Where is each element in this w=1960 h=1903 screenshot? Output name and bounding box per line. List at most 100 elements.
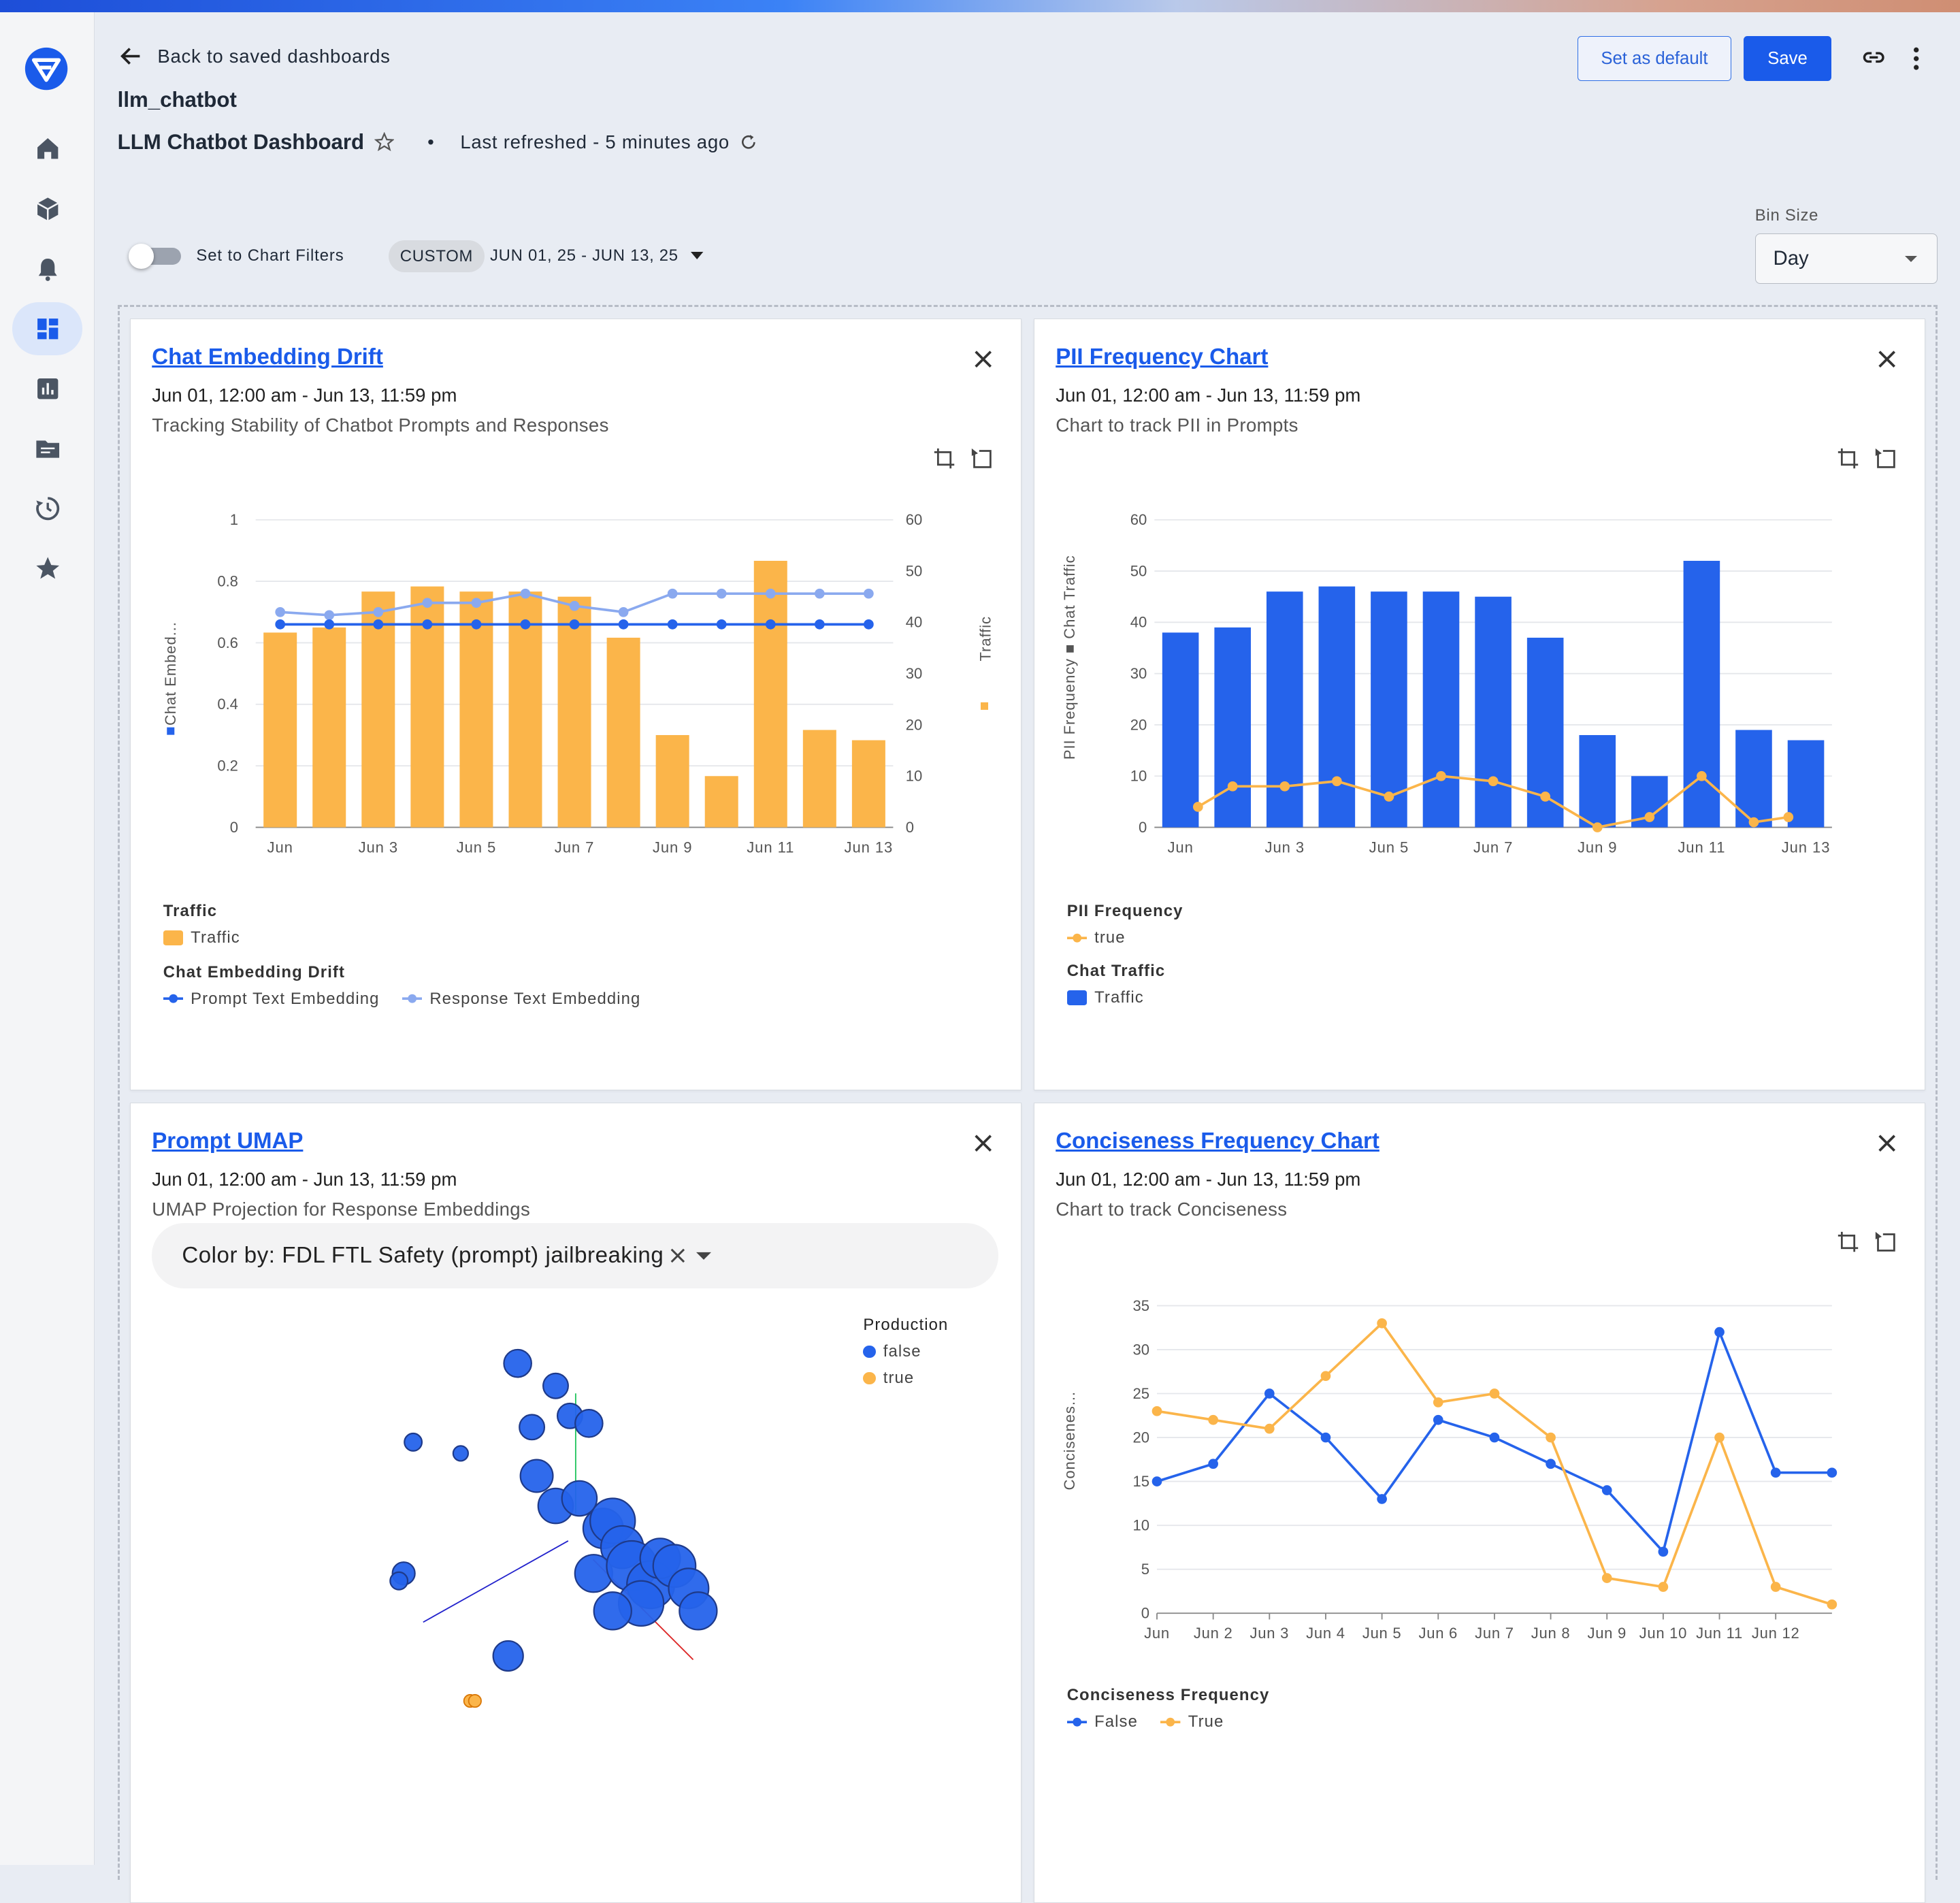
app-logo-icon[interactable] bbox=[24, 46, 69, 91]
series-point bbox=[520, 588, 531, 599]
chevron-down-icon[interactable] bbox=[696, 1251, 712, 1261]
scatter-point-false bbox=[574, 1408, 604, 1438]
bin-size-select[interactable]: Day bbox=[1754, 233, 1938, 284]
series-point bbox=[716, 619, 727, 630]
series-point-true bbox=[1540, 791, 1550, 802]
set-as-default-button[interactable]: Set as default bbox=[1577, 36, 1731, 82]
card-date: Jun 01, 12:00 am - Jun 13, 11:59 pm bbox=[1056, 1168, 1361, 1190]
crop-zoom-icon[interactable] bbox=[933, 447, 956, 470]
sidebar-item-dashboards[interactable] bbox=[12, 302, 83, 355]
bar-traffic bbox=[851, 740, 885, 828]
series-point bbox=[275, 606, 286, 617]
legend-item-true[interactable]: True bbox=[1160, 1712, 1224, 1731]
y-tick-label-left: 0.8 bbox=[217, 572, 238, 589]
series-point bbox=[1489, 1388, 1500, 1399]
color-by-value: Color by: FDL FTL Safety (prompt) jailbr… bbox=[182, 1243, 664, 1269]
x-tick-label: Jun 3 bbox=[1250, 1625, 1289, 1642]
series-point bbox=[1152, 1406, 1162, 1416]
legend-item-true[interactable]: true bbox=[863, 1369, 948, 1388]
color-by-select[interactable]: Color by: FDL FTL Safety (prompt) jailbr… bbox=[152, 1223, 998, 1288]
series-point bbox=[1264, 1388, 1275, 1399]
chart-filters-toggle[interactable] bbox=[129, 244, 182, 269]
chart-tools bbox=[1837, 1231, 1897, 1253]
scatter-point-false bbox=[519, 1414, 546, 1441]
more-vertical-icon[interactable] bbox=[1906, 45, 1926, 72]
card-title[interactable]: Chat Embedding Drift bbox=[152, 344, 383, 370]
legend-title: Chat Embedding Drift bbox=[163, 962, 346, 981]
close-icon[interactable] bbox=[1877, 1133, 1897, 1153]
card-title[interactable]: Conciseness Frequency Chart bbox=[1056, 1128, 1379, 1154]
bar-traffic bbox=[606, 637, 640, 828]
series-point bbox=[765, 588, 776, 599]
card-description: UMAP Projection for Response Embeddings bbox=[152, 1198, 531, 1220]
card-title[interactable]: PII Frequency Chart bbox=[1056, 344, 1269, 370]
legend-item-false[interactable]: false bbox=[863, 1342, 948, 1361]
star-outline-icon[interactable] bbox=[374, 132, 395, 152]
legend-item-false[interactable]: False bbox=[1066, 1712, 1138, 1731]
folder-icon bbox=[35, 440, 59, 458]
legend-dot bbox=[863, 1346, 876, 1359]
back-link[interactable]: Back to saved dashboards bbox=[120, 45, 390, 67]
sidebar-item-favorites[interactable] bbox=[12, 542, 82, 595]
date-range-picker[interactable]: JUN 01, 25 - JUN 13, 25 bbox=[490, 246, 704, 265]
series-point bbox=[1377, 1318, 1387, 1329]
legend-title: Traffic bbox=[163, 902, 218, 921]
x-tick-label: Jun 10 bbox=[1639, 1625, 1688, 1642]
series-point-true bbox=[1279, 781, 1290, 792]
legend-item-response[interactable]: Response Text Embedding bbox=[402, 990, 640, 1009]
y-tick-label-left: 0.4 bbox=[217, 696, 238, 713]
crop-zoom-icon[interactable] bbox=[1837, 447, 1859, 470]
card-pii-frequency: PII Frequency Chart Jun 01, 12:00 am - J… bbox=[1033, 319, 1925, 1090]
sidebar-item-charts[interactable] bbox=[12, 363, 82, 415]
link-icon[interactable] bbox=[1860, 45, 1887, 70]
history-icon bbox=[35, 497, 59, 521]
y-axis-label-swatch bbox=[980, 702, 989, 710]
y-tick-label: 30 bbox=[1132, 1341, 1149, 1358]
close-icon[interactable] bbox=[973, 349, 993, 369]
reset-zoom-icon[interactable] bbox=[970, 447, 993, 470]
legend-item-traffic[interactable]: Traffic bbox=[1066, 988, 1144, 1007]
x-tick-label: Jun bbox=[267, 839, 293, 856]
save-button[interactable]: Save bbox=[1744, 36, 1831, 82]
bar-traffic bbox=[802, 729, 836, 828]
y-axis-label-swatch bbox=[167, 727, 175, 735]
close-icon[interactable] bbox=[1877, 349, 1897, 369]
x-tick-label: Jun 7 bbox=[1473, 839, 1514, 856]
sidebar-item-models[interactable] bbox=[12, 182, 82, 235]
refresh-icon[interactable] bbox=[740, 133, 757, 151]
page-title: LLM Chatbot Dashboard bbox=[118, 130, 395, 154]
bar-traffic bbox=[1266, 591, 1303, 828]
series-point bbox=[1770, 1467, 1781, 1478]
sidebar-item-datasets[interactable] bbox=[12, 423, 82, 475]
clear-icon[interactable] bbox=[669, 1247, 687, 1265]
card-title[interactable]: Prompt UMAP bbox=[152, 1128, 304, 1154]
last-refreshed-text: Last refreshed - 5 minutes ago bbox=[460, 131, 730, 152]
bar-traffic bbox=[459, 591, 493, 828]
umap-scatter[interactable] bbox=[131, 1303, 1022, 1728]
chevron-down-icon bbox=[691, 252, 704, 260]
legend-line-swatch bbox=[163, 994, 184, 1004]
crop-zoom-icon[interactable] bbox=[1837, 1231, 1859, 1253]
bar-traffic bbox=[1371, 591, 1407, 828]
legend-item-prompt[interactable]: Prompt Text Embedding bbox=[163, 990, 380, 1009]
sidebar-item-home[interactable] bbox=[12, 123, 82, 175]
scatter-point-false bbox=[542, 1372, 569, 1399]
sidebar-item-alerts[interactable] bbox=[12, 242, 82, 295]
series-point-true bbox=[1592, 822, 1603, 832]
close-icon[interactable] bbox=[973, 1133, 993, 1153]
card-description: Tracking Stability of Chatbot Prompts an… bbox=[152, 414, 609, 436]
series-point bbox=[1320, 1432, 1331, 1443]
y-axis-label-left: Chat Embed... bbox=[162, 621, 179, 726]
bell-icon bbox=[38, 258, 57, 281]
legend-item-traffic[interactable]: Traffic bbox=[163, 928, 240, 947]
custom-chip[interactable]: CUSTOM bbox=[389, 240, 485, 273]
x-tick-label: Jun 2 bbox=[1194, 1625, 1233, 1642]
series-point bbox=[814, 619, 825, 630]
sidebar-item-history[interactable] bbox=[12, 483, 82, 535]
reset-zoom-icon[interactable] bbox=[1874, 1231, 1897, 1253]
legend-label: true bbox=[883, 1369, 915, 1388]
conciseness-legend: Conciseness Frequency False True bbox=[1066, 1686, 1270, 1733]
series-point bbox=[1827, 1467, 1838, 1478]
legend-item-true[interactable]: true bbox=[1066, 928, 1126, 947]
reset-zoom-icon[interactable] bbox=[1874, 447, 1897, 470]
